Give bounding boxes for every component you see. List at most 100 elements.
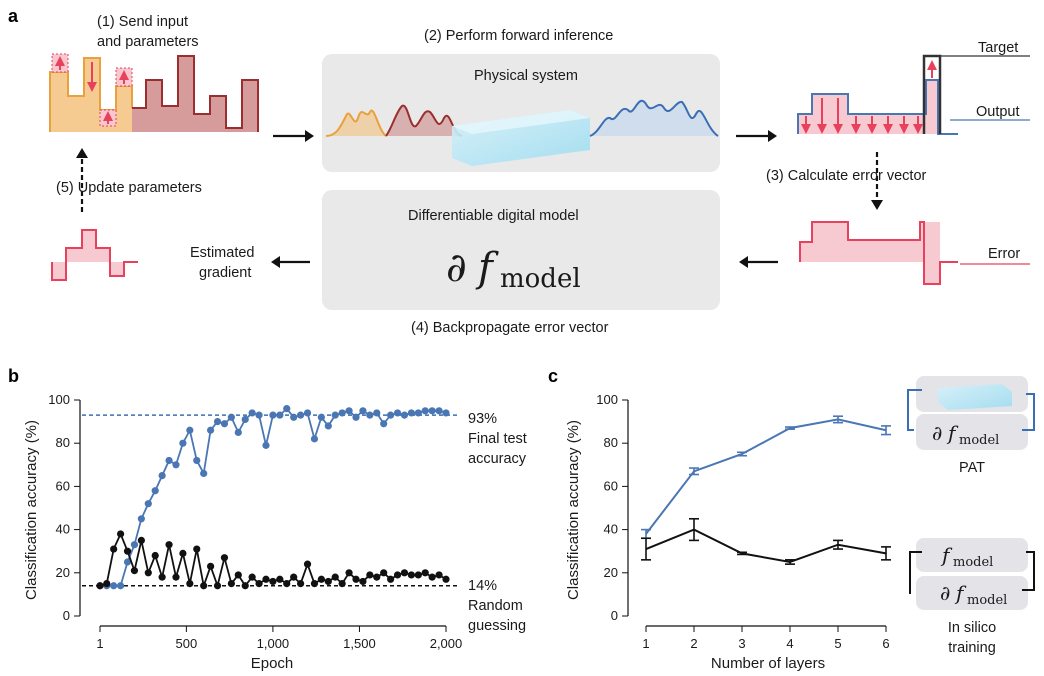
data-point bbox=[193, 456, 201, 465]
panel-a-letter: a bbox=[8, 6, 19, 26]
data-point bbox=[317, 413, 325, 421]
data-point bbox=[317, 575, 325, 583]
data-point bbox=[359, 577, 367, 586]
data-point bbox=[116, 582, 125, 590]
panel-b: b 0 20 40 60 80 100 1 500 1,000 1,500 2,000 Classi… bbox=[8, 366, 527, 672]
step5-label: (5) Update parameters bbox=[56, 180, 202, 196]
x-tick-label: 2 bbox=[690, 636, 697, 651]
data-point bbox=[283, 405, 291, 413]
insilico-label-2: training bbox=[948, 640, 996, 656]
data-point bbox=[387, 575, 395, 583]
data-point bbox=[172, 573, 180, 581]
panel-a: a (1) Send input and parameters (2) Perf… bbox=[8, 6, 1030, 336]
data-point bbox=[414, 409, 422, 417]
y-tick-label: 20 bbox=[56, 565, 70, 580]
data-point bbox=[290, 413, 298, 421]
x-tick-label: 1 bbox=[642, 636, 649, 651]
annotation-93: 93% bbox=[468, 411, 497, 427]
y-tick-label: 80 bbox=[56, 435, 70, 450]
data-point bbox=[96, 582, 104, 590]
y-tick-label: 60 bbox=[56, 478, 70, 493]
step1-label-line1: (1) Send input bbox=[97, 14, 188, 30]
input-parameter-waveform bbox=[49, 53, 259, 132]
target-output-plot bbox=[797, 54, 1030, 135]
digital-model-label: Differentiable digital model bbox=[408, 208, 579, 224]
data-point bbox=[276, 575, 284, 583]
data-point bbox=[241, 415, 249, 424]
estimated-gradient-plot bbox=[51, 229, 138, 281]
data-point bbox=[352, 575, 360, 583]
data-point bbox=[373, 409, 381, 417]
annotation-random: Random bbox=[468, 598, 523, 614]
data-point bbox=[400, 411, 409, 419]
chart-b-axes: 0 20 40 60 80 100 1 500 1,000 1,500 2,000 bbox=[48, 392, 462, 651]
data-point bbox=[366, 571, 374, 579]
data-point bbox=[220, 554, 229, 562]
partial-symbol: ∂ bbox=[446, 245, 467, 291]
data-point bbox=[310, 580, 319, 588]
insilico-partial: ∂ bbox=[940, 581, 950, 605]
data-point bbox=[165, 541, 173, 549]
y-tick-label: 100 bbox=[596, 392, 618, 407]
x-tick-label: 4 bbox=[786, 636, 793, 651]
y-tick-label: 0 bbox=[63, 608, 70, 623]
y-tick-label: 40 bbox=[604, 522, 618, 537]
data-point bbox=[186, 580, 194, 588]
data-point bbox=[123, 547, 132, 555]
y-tick-label: 40 bbox=[56, 522, 70, 537]
annotation-final-test: Final test bbox=[468, 431, 527, 447]
panel-c: c 0 20 40 60 80 100 1 2 3 4 5 6 Classification accu… bbox=[548, 366, 1035, 672]
data-point bbox=[393, 571, 402, 579]
estimated-gradient-line1: Estimated bbox=[190, 245, 254, 261]
y-tick-label: 0 bbox=[611, 608, 618, 623]
data-point bbox=[144, 500, 152, 508]
data-point bbox=[130, 541, 139, 549]
data-point bbox=[151, 487, 159, 495]
data-point bbox=[158, 573, 166, 581]
x-tick-label: 6 bbox=[882, 636, 889, 651]
data-point bbox=[144, 569, 152, 577]
data-point bbox=[338, 580, 346, 588]
data-point bbox=[213, 418, 222, 426]
estimated-gradient-line2: gradient bbox=[199, 265, 251, 281]
data-point bbox=[387, 411, 395, 419]
x-tick-label: 500 bbox=[176, 636, 198, 651]
data-point bbox=[200, 582, 208, 590]
target-label: Target bbox=[978, 40, 1018, 56]
x-tick-label: 2,000 bbox=[430, 636, 463, 651]
pat-partial: ∂ bbox=[932, 421, 942, 445]
chart-b-ylabel: Classification accuracy (%) bbox=[23, 420, 40, 600]
panel-c-letter: c bbox=[548, 366, 558, 386]
data-point bbox=[393, 409, 402, 417]
data-point bbox=[428, 573, 436, 581]
data-point bbox=[380, 420, 388, 428]
data-point bbox=[442, 575, 450, 583]
data-point bbox=[414, 571, 422, 579]
y-tick-label: 20 bbox=[604, 565, 618, 580]
data-point bbox=[227, 580, 235, 588]
data-point bbox=[352, 413, 360, 421]
data-point bbox=[324, 577, 332, 586]
pat-model-sub: model bbox=[959, 433, 999, 448]
chart-c-axes: 0 20 40 60 80 100 1 2 3 4 5 6 bbox=[596, 392, 889, 651]
data-point bbox=[241, 582, 249, 590]
data-point bbox=[172, 461, 180, 469]
x-tick-label: 1,000 bbox=[257, 636, 290, 651]
data-point bbox=[359, 407, 367, 415]
data-point bbox=[186, 426, 194, 434]
data-point bbox=[110, 582, 118, 590]
data-point bbox=[331, 411, 339, 419]
data-point bbox=[234, 428, 242, 436]
physical-system-box bbox=[322, 54, 720, 172]
x-tick-label: 3 bbox=[738, 636, 745, 651]
physical-system-label: Physical system bbox=[474, 68, 578, 84]
error-vector-plot bbox=[799, 221, 1030, 285]
data-point bbox=[158, 472, 166, 480]
data-point bbox=[269, 577, 277, 586]
data-point bbox=[400, 569, 409, 577]
series-line bbox=[645, 418, 887, 535]
data-point bbox=[303, 409, 312, 417]
data-point bbox=[123, 558, 132, 566]
data-point bbox=[345, 569, 353, 577]
